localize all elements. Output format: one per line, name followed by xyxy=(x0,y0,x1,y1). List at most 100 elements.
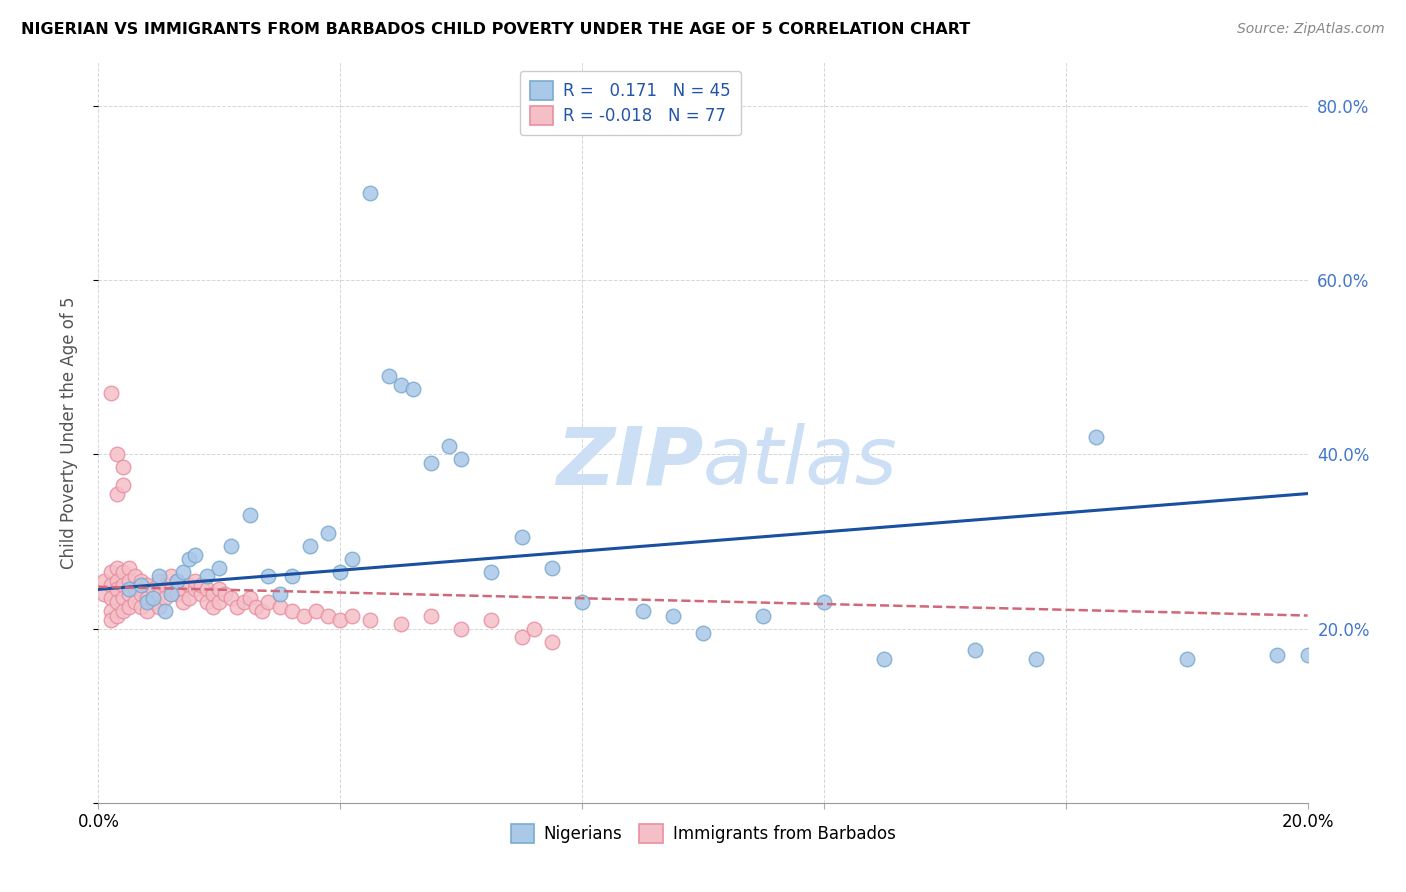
Point xyxy=(105,486,128,500)
Point xyxy=(402,382,425,396)
Point xyxy=(692,626,714,640)
Point xyxy=(1267,648,1289,662)
Text: Source: ZipAtlas.com: Source: ZipAtlas.com xyxy=(1237,22,1385,37)
Point xyxy=(160,582,183,597)
Point xyxy=(269,587,291,601)
Point xyxy=(202,599,225,614)
Point xyxy=(329,613,352,627)
Point xyxy=(148,599,170,614)
Point xyxy=(239,591,262,606)
Point xyxy=(153,604,176,618)
Y-axis label: Child Poverty Under the Age of 5: Child Poverty Under the Age of 5 xyxy=(59,296,77,569)
Point xyxy=(1296,648,1319,662)
Point xyxy=(111,565,134,579)
Point xyxy=(179,552,201,566)
Point xyxy=(195,595,218,609)
Point xyxy=(540,634,562,648)
Point xyxy=(172,595,194,609)
Point xyxy=(420,456,443,470)
Point xyxy=(129,587,152,601)
Point xyxy=(135,591,157,606)
Point xyxy=(540,560,562,574)
Point xyxy=(93,574,115,588)
Point xyxy=(342,552,364,566)
Point xyxy=(1175,652,1198,666)
Point xyxy=(420,608,443,623)
Point xyxy=(221,591,243,606)
Point xyxy=(135,604,157,618)
Point xyxy=(142,595,165,609)
Point xyxy=(160,569,183,583)
Point xyxy=(281,569,304,583)
Point xyxy=(148,574,170,588)
Point xyxy=(105,560,128,574)
Point xyxy=(329,565,352,579)
Point xyxy=(129,599,152,614)
Point xyxy=(316,608,339,623)
Point xyxy=(316,525,339,540)
Point xyxy=(142,582,165,597)
Point xyxy=(118,582,141,597)
Point xyxy=(148,587,170,601)
Point xyxy=(195,582,218,597)
Point xyxy=(377,369,399,384)
Point xyxy=(160,587,183,601)
Point xyxy=(153,578,176,592)
Text: atlas: atlas xyxy=(703,423,898,501)
Point xyxy=(269,599,291,614)
Point xyxy=(124,582,146,597)
Point xyxy=(305,604,328,618)
Point xyxy=(105,447,128,461)
Point xyxy=(214,587,236,601)
Point xyxy=(450,622,472,636)
Point xyxy=(190,578,212,592)
Point xyxy=(100,591,122,606)
Point xyxy=(105,595,128,609)
Point xyxy=(221,539,243,553)
Point xyxy=(1024,652,1046,666)
Point xyxy=(389,617,412,632)
Point xyxy=(184,548,207,562)
Point xyxy=(256,595,278,609)
Point xyxy=(661,608,683,623)
Point xyxy=(510,530,533,544)
Point xyxy=(142,591,165,606)
Point xyxy=(523,622,546,636)
Point xyxy=(813,595,835,609)
Point xyxy=(172,582,194,597)
Point xyxy=(93,587,115,601)
Point xyxy=(118,599,141,614)
Point xyxy=(360,186,382,200)
Point xyxy=(166,574,188,588)
Point xyxy=(118,560,141,574)
Point xyxy=(195,569,218,583)
Point xyxy=(481,565,503,579)
Point xyxy=(873,652,896,666)
Point xyxy=(100,578,122,592)
Point xyxy=(256,569,278,583)
Point xyxy=(752,608,775,623)
Point xyxy=(437,439,460,453)
Point xyxy=(208,582,231,597)
Point xyxy=(481,613,503,627)
Point xyxy=(208,560,231,574)
Point xyxy=(250,604,273,618)
Point xyxy=(190,587,212,601)
Point xyxy=(148,569,170,583)
Point xyxy=(208,595,231,609)
Point xyxy=(111,478,134,492)
Point xyxy=(105,608,128,623)
Point xyxy=(124,595,146,609)
Point xyxy=(245,599,267,614)
Point xyxy=(135,578,157,592)
Point xyxy=(111,604,134,618)
Point xyxy=(111,578,134,592)
Point xyxy=(232,595,254,609)
Point xyxy=(342,608,364,623)
Point xyxy=(105,574,128,588)
Point xyxy=(111,591,134,606)
Point xyxy=(153,591,176,606)
Point xyxy=(179,591,201,606)
Point xyxy=(129,574,152,588)
Point xyxy=(172,565,194,579)
